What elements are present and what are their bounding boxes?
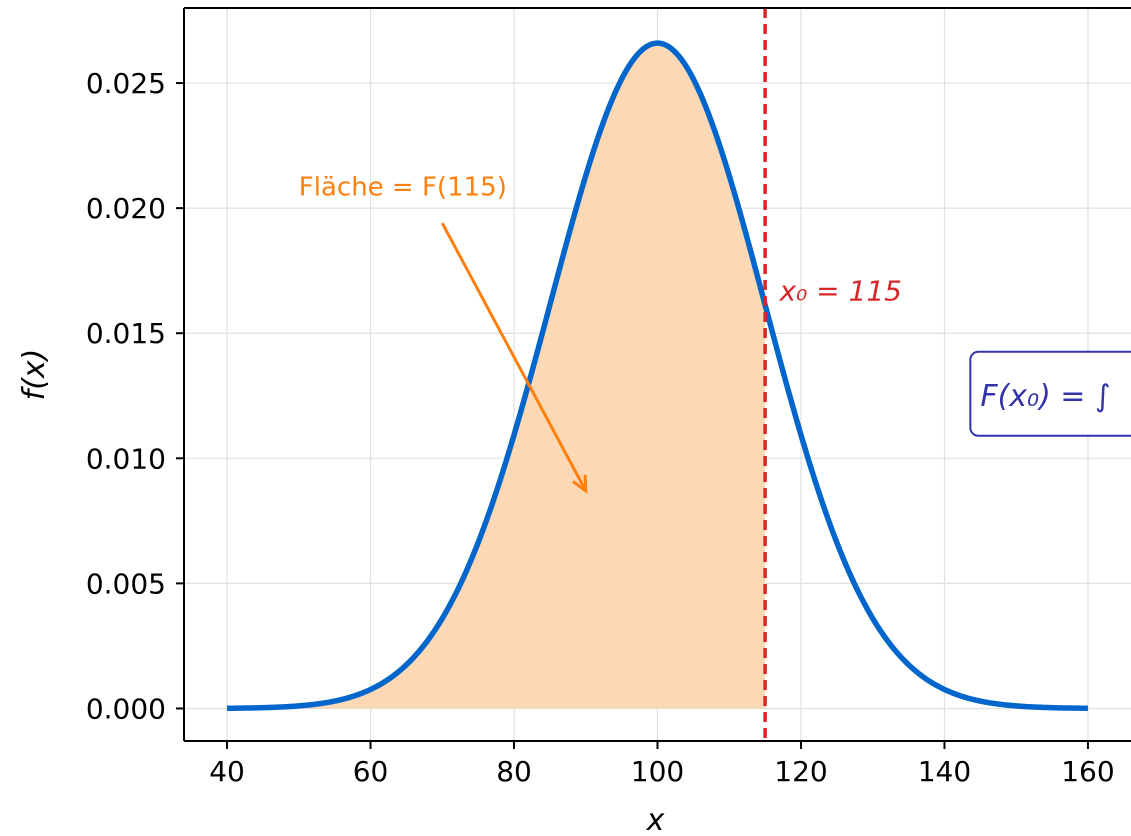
y-tick-label: 0.025 xyxy=(86,67,166,100)
y-tick-label: 0.010 xyxy=(86,442,166,475)
density-curve xyxy=(225,40,1090,711)
x-tick-label: 160 xyxy=(1061,755,1114,788)
x-tick-label: 40 xyxy=(209,755,245,788)
cdf-formula-box: F(x₀) = ∫ xyxy=(969,350,1131,437)
x-tick-label: 120 xyxy=(774,755,827,788)
y-tick-label: 0.000 xyxy=(86,692,166,725)
area-annotation-arrowhead xyxy=(571,474,588,494)
cdf-formula-text: F(x₀) = ∫ xyxy=(980,379,1110,414)
y-tick-label: 0.020 xyxy=(86,192,166,225)
x-tick-label: 60 xyxy=(353,755,389,788)
axes-frame xyxy=(183,7,1131,742)
y-tick-label: 0.015 xyxy=(86,317,166,350)
area-annotation-arrow xyxy=(440,222,588,492)
shaded-area xyxy=(227,43,766,709)
x0-annotation-label: x₀ = 115 xyxy=(778,275,902,308)
area-annotation: Fläche = F(115) xyxy=(299,173,588,494)
x-tick-label: 100 xyxy=(631,755,684,788)
y-ticks: 0.000 0.005 0.010 0.015 0.020 0.025 xyxy=(86,67,184,725)
area-annotation-label: Fläche = F(115) xyxy=(299,173,507,203)
x-tick-label: 140 xyxy=(918,755,971,788)
y-axis-label: f(x) xyxy=(17,349,52,401)
cdf-formula-box-border xyxy=(969,350,1131,437)
x-ticks: 40 60 80 100 120 140 160 xyxy=(209,741,1115,788)
x-axis-label: x xyxy=(646,803,665,836)
x-tick-label: 80 xyxy=(496,755,532,788)
y-tick-label: 0.005 xyxy=(86,567,166,600)
